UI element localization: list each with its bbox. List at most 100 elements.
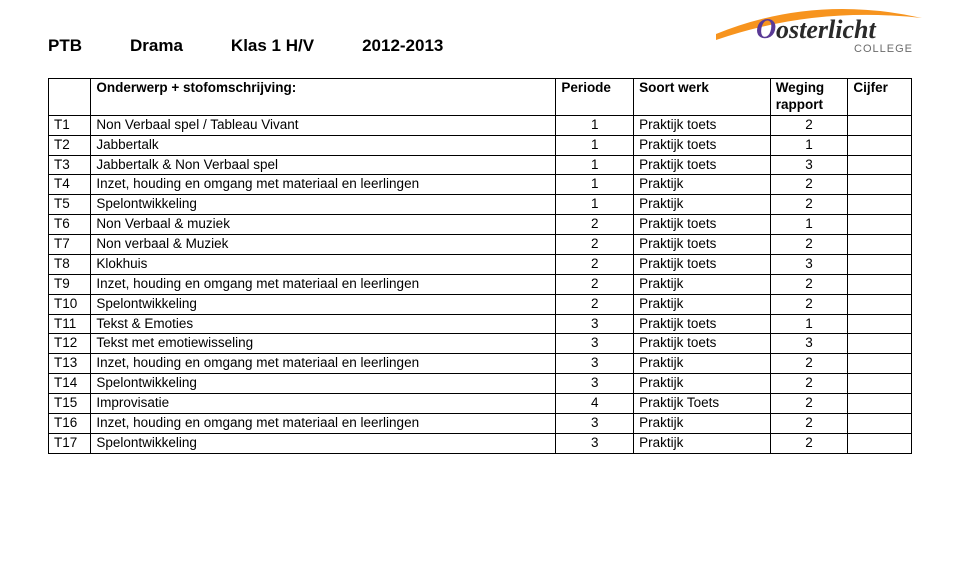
oosterlicht-logo-icon: O osterlicht COLLEGE <box>714 0 924 60</box>
cell-period: 4 <box>556 394 634 414</box>
cell-werk: Praktijk toets <box>634 314 771 334</box>
table-row: T10Spelontwikkeling2Praktijk2 <box>49 294 912 314</box>
weging-line2: rapport <box>776 97 823 112</box>
cell-cijfer <box>848 413 912 433</box>
header-code: PTB <box>48 36 82 56</box>
cell-period: 1 <box>556 115 634 135</box>
logo-main-text: osterlicht <box>776 15 876 44</box>
cell-desc: Spelontwikkeling <box>91 294 556 314</box>
cell-cijfer <box>848 394 912 414</box>
table-row: T3Jabbertalk & Non Verbaal spel1Praktijk… <box>49 155 912 175</box>
cell-period: 3 <box>556 413 634 433</box>
cell-desc: Spelontwikkeling <box>91 374 556 394</box>
cell-werk: Praktijk <box>634 175 771 195</box>
cell-desc: Inzet, houding en omgang met materiaal e… <box>91 175 556 195</box>
cell-weging: 1 <box>770 135 848 155</box>
cell-desc: Improvisatie <box>91 394 556 414</box>
cell-code: T3 <box>49 155 91 175</box>
cell-weging: 2 <box>770 235 848 255</box>
table-row: T6Non Verbaal & muziek2Praktijk toets1 <box>49 215 912 235</box>
cell-code: T8 <box>49 254 91 274</box>
cell-werk: Praktijk Toets <box>634 394 771 414</box>
cell-weging: 1 <box>770 215 848 235</box>
cell-code: T6 <box>49 215 91 235</box>
table-row: T2Jabbertalk1Praktijk toets1 <box>49 135 912 155</box>
col-header-cijfer: Cijfer <box>848 79 912 116</box>
logo-sub-text: COLLEGE <box>854 43 913 55</box>
pta-table: Onderwerp + stofomschrijving: Periode So… <box>48 78 912 454</box>
cell-weging: 2 <box>770 433 848 453</box>
cell-cijfer <box>848 254 912 274</box>
cell-weging: 3 <box>770 334 848 354</box>
cell-werk: Praktijk toets <box>634 334 771 354</box>
cell-weging: 3 <box>770 254 848 274</box>
cell-cijfer <box>848 354 912 374</box>
cell-code: T17 <box>49 433 91 453</box>
cell-werk: Praktijk <box>634 294 771 314</box>
logo-o: O <box>756 14 776 45</box>
cell-desc: Non verbaal & Muziek <box>91 235 556 255</box>
cell-code: T11 <box>49 314 91 334</box>
cell-cijfer <box>848 215 912 235</box>
table-row: T11Tekst & Emoties3Praktijk toets1 <box>49 314 912 334</box>
col-header-weging: Weging rapport <box>770 79 848 116</box>
cell-code: T1 <box>49 115 91 135</box>
cell-werk: Praktijk toets <box>634 135 771 155</box>
cell-werk: Praktijk toets <box>634 155 771 175</box>
header-year: 2012-2013 <box>362 36 443 56</box>
cell-weging: 2 <box>770 374 848 394</box>
cell-code: T15 <box>49 394 91 414</box>
cell-werk: Praktijk <box>634 354 771 374</box>
col-header-period: Periode <box>556 79 634 116</box>
cell-weging: 2 <box>770 274 848 294</box>
cell-desc: Inzet, houding en omgang met materiaal e… <box>91 274 556 294</box>
cell-weging: 2 <box>770 413 848 433</box>
cell-desc: Spelontwikkeling <box>91 433 556 453</box>
cell-werk: Praktijk toets <box>634 235 771 255</box>
cell-cijfer <box>848 314 912 334</box>
cell-period: 1 <box>556 135 634 155</box>
cell-cijfer <box>848 115 912 135</box>
cell-werk: Praktijk <box>634 374 771 394</box>
table-row: T17Spelontwikkeling3Praktijk2 <box>49 433 912 453</box>
cell-period: 3 <box>556 314 634 334</box>
cell-code: T16 <box>49 413 91 433</box>
table-row: T15Improvisatie4Praktijk Toets2 <box>49 394 912 414</box>
cell-code: T14 <box>49 374 91 394</box>
col-header-code <box>49 79 91 116</box>
cell-desc: Spelontwikkeling <box>91 195 556 215</box>
table-row: T7Non verbaal & Muziek2Praktijk toets2 <box>49 235 912 255</box>
cell-weging: 2 <box>770 394 848 414</box>
cell-desc: Non Verbaal & muziek <box>91 215 556 235</box>
cell-werk: Praktijk <box>634 413 771 433</box>
cell-period: 3 <box>556 334 634 354</box>
table-row: T12Tekst met emotiewisseling3Praktijk to… <box>49 334 912 354</box>
table-row: T16Inzet, houding en omgang met materiaa… <box>49 413 912 433</box>
header-subject: Drama <box>130 36 183 56</box>
cell-werk: Praktijk <box>634 274 771 294</box>
cell-cijfer <box>848 155 912 175</box>
cell-period: 3 <box>556 433 634 453</box>
cell-desc: Non Verbaal spel / Tableau Vivant <box>91 115 556 135</box>
table-row: T9Inzet, houding en omgang met materiaal… <box>49 274 912 294</box>
page-root: PTB Drama Klas 1 H/V 2012-2013 O osterli… <box>0 0 960 561</box>
cell-period: 3 <box>556 354 634 374</box>
cell-weging: 1 <box>770 314 848 334</box>
cell-code: T12 <box>49 334 91 354</box>
cell-cijfer <box>848 334 912 354</box>
cell-werk: Praktijk <box>634 433 771 453</box>
cell-werk: Praktijk <box>634 195 771 215</box>
cell-desc: Jabbertalk & Non Verbaal spel <box>91 155 556 175</box>
cell-code: T4 <box>49 175 91 195</box>
title-line: PTB Drama Klas 1 H/V 2012-2013 <box>48 18 443 56</box>
cell-cijfer <box>848 135 912 155</box>
cell-cijfer <box>848 294 912 314</box>
weging-line1: Weging <box>776 80 825 95</box>
cell-code: T5 <box>49 195 91 215</box>
cell-weging: 2 <box>770 294 848 314</box>
cell-code: T13 <box>49 354 91 374</box>
cell-desc: Tekst & Emoties <box>91 314 556 334</box>
cell-desc: Inzet, houding en omgang met materiaal e… <box>91 354 556 374</box>
cell-desc: Tekst met emotiewisseling <box>91 334 556 354</box>
cell-cijfer <box>848 374 912 394</box>
